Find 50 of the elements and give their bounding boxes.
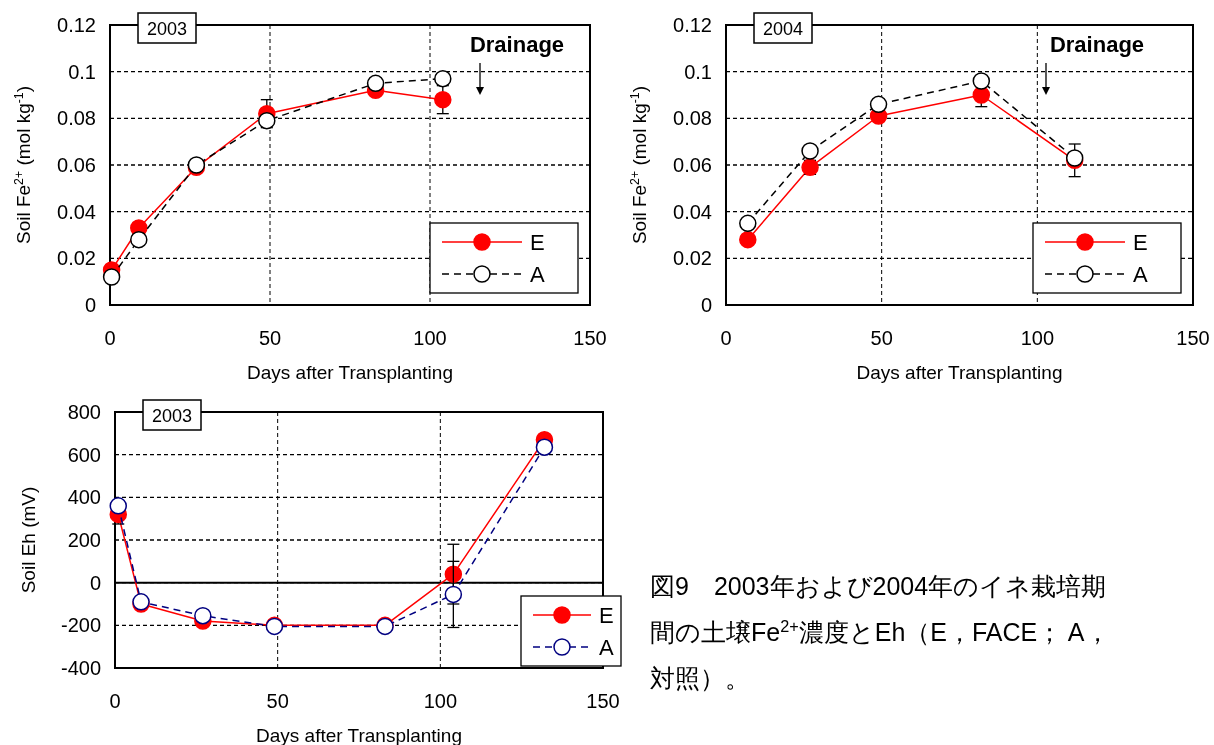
x-tick-label: 150 [1176, 327, 1210, 349]
annotation: 2004 [762, 19, 804, 39]
x-tick-label: 150 [573, 327, 607, 349]
y-tick-label: 0 [84, 294, 96, 316]
y-tick-label: 0.12 [57, 14, 96, 36]
x-tick-label: 100 [413, 327, 447, 349]
text: 間の土壌Fe$^{2+}$濃度とEh（E，FACE； A， [650, 617, 1110, 646]
x-tick-label: 100 [1020, 327, 1055, 349]
legend-label: A [599, 635, 614, 660]
legend-label: A [1133, 262, 1148, 287]
text: 対照）。 [650, 664, 750, 692]
x-axis-title: Days after Transplanting [247, 362, 453, 383]
y-tick-label: 200 [67, 529, 101, 551]
y-tick-label: 800 [67, 401, 101, 423]
y-tick-label: 0.1 [684, 60, 712, 83]
x-tick-label: 0 [109, 690, 121, 712]
y-tick-label: 0.02 [673, 247, 712, 270]
x-tick-label: 150 [586, 690, 620, 712]
y-tick-label: -400 [60, 657, 101, 679]
x-tick-label: 0 [720, 327, 732, 349]
x-tick-label: 0 [104, 327, 116, 349]
y-tick-label: 600 [67, 443, 101, 466]
y-axis-title: Soil Eh (mV) [18, 486, 39, 594]
annotation: Drainage [469, 32, 565, 57]
x-tick-label: 50 [870, 327, 893, 349]
y-tick-label: 0.06 [57, 154, 96, 176]
legend-label: E [530, 230, 545, 255]
y-tick-label: 0.04 [673, 200, 712, 223]
y-tick-label: 0.02 [57, 247, 96, 270]
legend-label: A [530, 262, 545, 287]
y-tick-label: 0 [89, 571, 101, 594]
y-tick-label: 0.12 [673, 14, 712, 36]
y-tick-label: 0 [700, 294, 712, 316]
legend-label: E [1133, 230, 1148, 255]
caption: 図9 2003年および2004年のイネ栽培期 [650, 572, 1107, 600]
legend-label: E [599, 603, 614, 628]
x-axis-title: Days after Transplanting [856, 362, 1063, 383]
y-tick-label: 400 [67, 486, 101, 509]
y-tick-label: 0.06 [673, 154, 712, 176]
x-tick-label: 100 [423, 690, 458, 712]
x-tick-label: 50 [266, 690, 289, 712]
y-tick-label: 0.08 [673, 107, 712, 130]
annotation: 2003 [151, 406, 193, 426]
y-tick-label: 0.08 [57, 107, 96, 130]
y-tick-label: 0.04 [57, 200, 96, 223]
annotation: 2003 [146, 19, 188, 39]
x-tick-label: 50 [258, 327, 282, 349]
y-tick-label: 0.1 [68, 60, 96, 83]
annotation: Drainage [1049, 32, 1145, 57]
y-tick-label: -200 [60, 614, 101, 637]
